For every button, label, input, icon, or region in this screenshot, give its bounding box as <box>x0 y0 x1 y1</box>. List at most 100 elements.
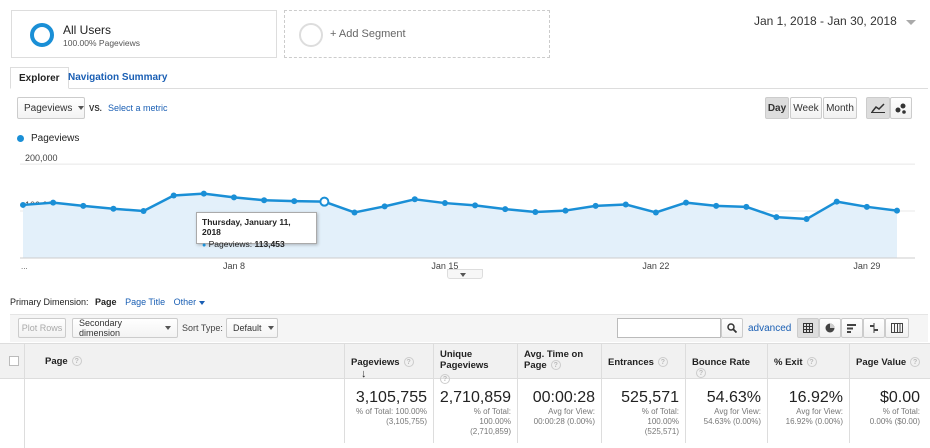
line-chart-toggle[interactable] <box>866 97 890 119</box>
chevron-down-icon <box>199 301 206 305</box>
total-value: 16.92% <box>788 389 843 406</box>
metric-select-label: Pageviews <box>24 102 73 114</box>
dimension-other-label: Other <box>173 297 197 307</box>
select-metric-link[interactable]: Select a metric <box>108 103 168 113</box>
x-tick-label: ... <box>21 262 28 271</box>
total-sub: (3,105,755) <box>386 417 427 426</box>
segment-ring-icon <box>30 23 54 47</box>
data-point <box>532 208 539 215</box>
pivot-view-toggle[interactable] <box>885 318 909 338</box>
total-value: 54.63% <box>706 389 761 406</box>
y-tick-label: 200,000 <box>25 153 58 163</box>
col-page[interactable]: Page? <box>24 343 344 379</box>
period-month-button[interactable]: Month <box>823 97 857 119</box>
data-point <box>170 192 177 199</box>
total-page-value: $0.00% of Total: 0.00% ($0.00) <box>849 379 930 443</box>
comparison-view-toggle[interactable] <box>863 318 885 338</box>
total-bounce-rate: 54.63% Avg for View: 54.63% (0.00%) <box>685 379 767 443</box>
dimension-other[interactable]: Other <box>174 297 206 307</box>
total-sub: % of Total: <box>641 407 679 416</box>
series-legend-label: Pageviews <box>31 133 80 144</box>
advanced-link[interactable]: advanced <box>748 323 792 334</box>
help-icon: ? <box>403 357 414 368</box>
pageviews-series-line <box>22 192 898 221</box>
pie-chart-icon <box>825 323 835 333</box>
total-value: 525,571 <box>621 389 679 406</box>
period-week-button[interactable]: Week <box>790 97 822 119</box>
col-bounce-rate[interactable]: Bounce Rate? <box>685 343 767 379</box>
search-button[interactable] <box>721 318 743 338</box>
col-exit[interactable]: % Exit? <box>767 343 849 379</box>
add-segment-button[interactable]: + Add Segment <box>284 10 550 58</box>
data-point <box>833 198 840 205</box>
segment-detail: 100.00% Pageviews <box>63 38 141 48</box>
x-tick-label: Jan 8 <box>223 261 245 271</box>
metric-select[interactable]: Pageviews <box>17 97 85 119</box>
data-point <box>652 209 659 216</box>
col-pageviews[interactable]: Pageviews ? ↓ <box>344 343 433 380</box>
x-tick-label: Jan 29 <box>853 261 880 271</box>
motion-chart-toggle[interactable] <box>890 97 912 119</box>
data-point <box>622 201 629 208</box>
period-day-button[interactable]: Day <box>765 97 789 119</box>
data-point <box>230 194 237 201</box>
total-sub: Avg for View: <box>714 407 761 416</box>
total-sub: 16.92% (0.00%) <box>785 417 843 426</box>
data-point <box>863 203 870 210</box>
plot-rows-button[interactable]: Plot Rows <box>18 318 66 338</box>
data-point <box>472 202 479 209</box>
tab-explorer[interactable]: Explorer <box>10 67 69 89</box>
sort-type-select[interactable]: Default <box>226 318 278 338</box>
table-search-input[interactable] <box>617 318 721 338</box>
total-sub: % of Total: 100.00% <box>355 407 427 416</box>
help-icon: ? <box>657 357 668 368</box>
col-avg-time[interactable]: Avg. Time on Page? <box>517 343 601 379</box>
help-icon: ? <box>806 357 817 368</box>
search-icon <box>727 323 737 333</box>
tooltip-value: 113,453 <box>254 239 285 249</box>
pie-view-toggle[interactable] <box>819 318 841 338</box>
total-sub: % of Total: <box>882 407 920 416</box>
sort-arrow-down-icon: ↓ <box>361 368 367 380</box>
select-all-checkbox[interactable] <box>9 356 19 366</box>
vs-label: VS. <box>89 104 102 113</box>
chevron-down-icon <box>267 326 274 330</box>
col-avg-time-label: Avg. Time on Page <box>524 349 584 371</box>
segment-name: All Users <box>63 23 112 37</box>
total-sub: 54.63% (0.00%) <box>703 417 761 426</box>
data-point <box>261 197 268 204</box>
dimension-page[interactable]: Page <box>95 297 117 307</box>
help-icon: ? <box>696 368 706 379</box>
performance-view-toggle[interactable] <box>841 318 863 338</box>
tabs-divider <box>10 88 928 89</box>
help-icon: ? <box>440 374 450 384</box>
total-sub: 100.00% <box>647 417 679 426</box>
data-point <box>894 207 900 214</box>
dimension-page-title[interactable]: Page Title <box>125 297 166 307</box>
pivot-icon <box>891 323 903 333</box>
chevron-down-icon <box>165 326 171 330</box>
data-point <box>713 202 720 209</box>
data-point <box>291 198 298 205</box>
col-entrances[interactable]: Entrances? <box>601 343 685 379</box>
data-point <box>381 203 388 210</box>
primary-dimension-label: Primary Dimension: <box>10 297 89 307</box>
col-pageviews-label: Pageviews <box>351 357 400 368</box>
data-table: Page? Pageviews ? ↓ Unique Pageviews? Avg.… <box>0 343 930 448</box>
data-point <box>562 207 569 214</box>
bar-chart-icon <box>847 324 856 333</box>
col-page-value[interactable]: Page Value? <box>849 343 930 379</box>
total-value: 2,710,859 <box>439 389 511 406</box>
tab-navigation-summary[interactable]: Navigation Summary <box>68 72 168 83</box>
date-range-picker[interactable]: Jan 1, 2018 - Jan 30, 2018 <box>754 14 917 28</box>
chevron-down-icon <box>78 106 85 110</box>
data-point <box>20 201 26 208</box>
chart-resize-handle[interactable] <box>447 269 483 279</box>
help-icon: ? <box>910 357 921 368</box>
secondary-dimension-select[interactable]: Secondary dimension <box>72 318 178 338</box>
segment-all-users[interactable]: All Users 100.00% Pageviews <box>11 10 277 58</box>
total-sub: Avg for View: <box>796 407 843 416</box>
table-view-toggle[interactable] <box>797 318 819 338</box>
col-unique-pageviews[interactable]: Unique Pageviews? <box>433 343 517 384</box>
